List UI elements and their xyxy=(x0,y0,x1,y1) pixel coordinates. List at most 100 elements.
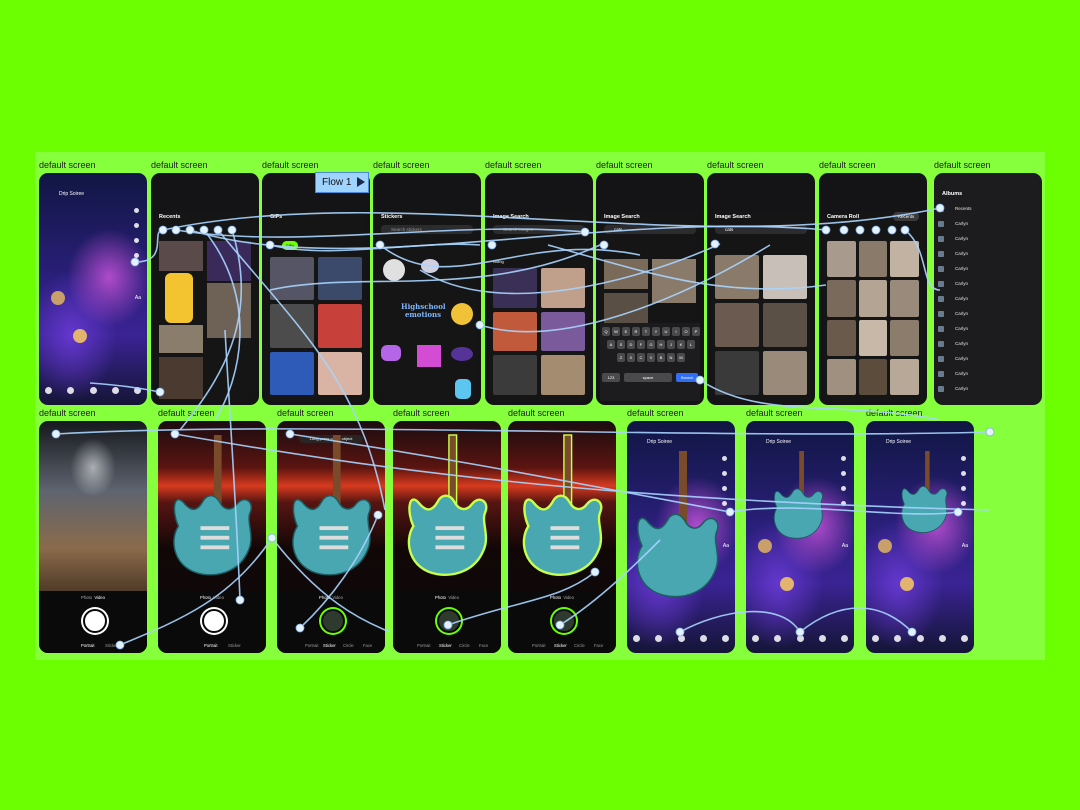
connection-node[interactable] xyxy=(599,240,609,250)
screen-camera-roll[interactable]: Camera Roll Recents xyxy=(819,173,927,405)
text-tool-label[interactable]: Aa xyxy=(722,543,729,549)
mode-sticker[interactable]: Sticker xyxy=(323,643,336,648)
connection-node[interactable] xyxy=(130,257,140,267)
key-z[interactable]: Z xyxy=(617,353,625,362)
connection-node[interactable] xyxy=(158,225,168,235)
capture-modes[interactable]: Photo Video xyxy=(393,595,501,600)
mode-sticker[interactable]: Sticker xyxy=(554,643,567,648)
key-f[interactable]: F xyxy=(637,340,645,349)
mode-portrait[interactable]: Portrait xyxy=(532,643,546,648)
key-g[interactable]: G xyxy=(647,340,655,349)
photo-tile[interactable] xyxy=(858,319,888,356)
key-q[interactable]: Q xyxy=(602,327,610,336)
sticker-text[interactable]: Highschool emotions xyxy=(401,302,446,319)
key-l[interactable]: L xyxy=(687,340,695,349)
connection-node[interactable] xyxy=(375,240,385,250)
side-toolbar[interactable] xyxy=(841,456,847,516)
photo-tile[interactable] xyxy=(827,358,856,395)
image-tile[interactable] xyxy=(541,355,585,395)
connection-node[interactable] xyxy=(985,427,995,437)
album-thumbnail[interactable] xyxy=(938,281,944,287)
connection-node[interactable] xyxy=(900,225,910,235)
key-a[interactable]: A xyxy=(607,340,615,349)
connection-node[interactable] xyxy=(443,620,453,630)
album-row[interactable]: Recents xyxy=(955,206,972,211)
photo-tile[interactable] xyxy=(827,319,856,356)
mode-video[interactable]: Video xyxy=(448,595,459,600)
avatar-sticker[interactable] xyxy=(51,291,65,305)
avatar-sticker[interactable] xyxy=(878,539,892,553)
image-tile[interactable] xyxy=(715,255,759,299)
chip[interactable]: Going xyxy=(493,259,504,264)
connection-node[interactable] xyxy=(285,429,295,439)
connection-node[interactable] xyxy=(821,225,831,235)
image-tile[interactable] xyxy=(763,351,807,395)
connection-node[interactable] xyxy=(871,225,881,235)
sticker-item[interactable] xyxy=(451,347,473,361)
photo-tile[interactable] xyxy=(890,358,919,395)
album-row[interactable]: Carlyn xyxy=(955,326,969,331)
photo-tile[interactable] xyxy=(827,280,856,317)
key-p[interactable]: P xyxy=(692,327,700,336)
connection-node[interactable] xyxy=(795,627,805,637)
connection-node[interactable] xyxy=(487,240,497,250)
mode-circle[interactable]: Circle xyxy=(574,643,585,648)
mode-face[interactable]: Face xyxy=(594,643,604,648)
photo-tile[interactable] xyxy=(890,319,919,356)
sticker-item[interactable] xyxy=(455,379,471,399)
guitar-image[interactable] xyxy=(283,421,379,593)
album-thumbnail[interactable] xyxy=(938,341,944,347)
mode-sticker[interactable]: Sticker xyxy=(105,643,118,648)
photo-tile[interactable] xyxy=(890,280,919,317)
mode-circle[interactable]: Circle xyxy=(459,643,470,648)
mode-video[interactable]: Video xyxy=(563,595,574,600)
gif-tile[interactable] xyxy=(270,351,314,395)
connection-node[interactable] xyxy=(555,620,565,630)
key-x[interactable]: X xyxy=(627,353,635,362)
gif-tile[interactable] xyxy=(318,351,362,395)
gif-tile[interactable] xyxy=(270,304,314,348)
album-thumbnail[interactable] xyxy=(938,386,944,392)
album-row[interactable]: Carlyn xyxy=(955,356,969,361)
connection-node[interactable] xyxy=(675,627,685,637)
connection-node[interactable] xyxy=(199,225,209,235)
key-d[interactable]: D xyxy=(627,340,635,349)
mode-video[interactable]: Video xyxy=(213,595,224,600)
album-row[interactable]: Carlyn xyxy=(955,221,969,226)
guitar-sticker[interactable] xyxy=(768,451,828,541)
album-row[interactable]: Carlyn xyxy=(955,236,969,241)
text-tool-label[interactable]: Aa xyxy=(961,543,968,549)
key-v[interactable]: V xyxy=(647,353,655,362)
sticker-search-input[interactable]: Search stickers xyxy=(381,225,473,234)
album-thumbnail[interactable] xyxy=(938,326,944,332)
flow-start-tag[interactable]: Flow 1 xyxy=(315,172,369,193)
mode-circle[interactable]: Circle xyxy=(343,643,354,648)
album-row[interactable]: Carlyn xyxy=(955,281,969,286)
key-i[interactable]: I xyxy=(672,327,680,336)
shutter-button[interactable] xyxy=(83,609,107,633)
sticker-item[interactable] xyxy=(381,345,401,361)
screen-camera-guitar-outline[interactable]: Photo Video Portrait Sticker Circle Face xyxy=(393,421,501,653)
image-tile[interactable] xyxy=(763,255,807,299)
connection-node[interactable] xyxy=(185,225,195,235)
connection-node[interactable] xyxy=(265,240,275,250)
search-key[interactable]: Search xyxy=(676,373,698,382)
key-y[interactable]: Y xyxy=(652,327,660,336)
photo-tile[interactable] xyxy=(827,241,856,278)
gifs-chip[interactable]: GIFs xyxy=(282,241,298,250)
mode-video[interactable]: Video xyxy=(332,595,343,600)
connection-node[interactable] xyxy=(887,225,897,235)
sticker-shutter-button[interactable] xyxy=(552,609,576,633)
key-t[interactable]: T xyxy=(642,327,650,336)
connection-node[interactable] xyxy=(935,203,945,213)
play-triangle-icon[interactable] xyxy=(357,177,365,187)
album-thumbnail[interactable] xyxy=(938,311,944,317)
text-tool-label[interactable]: Aa xyxy=(134,295,141,301)
recent-thumb[interactable] xyxy=(207,283,251,338)
space-key[interactable]: space xyxy=(624,373,672,382)
screen-space-guitar-final[interactable]: Drip Soiree Aa xyxy=(866,421,974,653)
bottom-toolbar[interactable] xyxy=(752,633,848,643)
key-h[interactable]: H xyxy=(657,340,665,349)
mode-portrait[interactable]: Portrait xyxy=(417,643,431,648)
